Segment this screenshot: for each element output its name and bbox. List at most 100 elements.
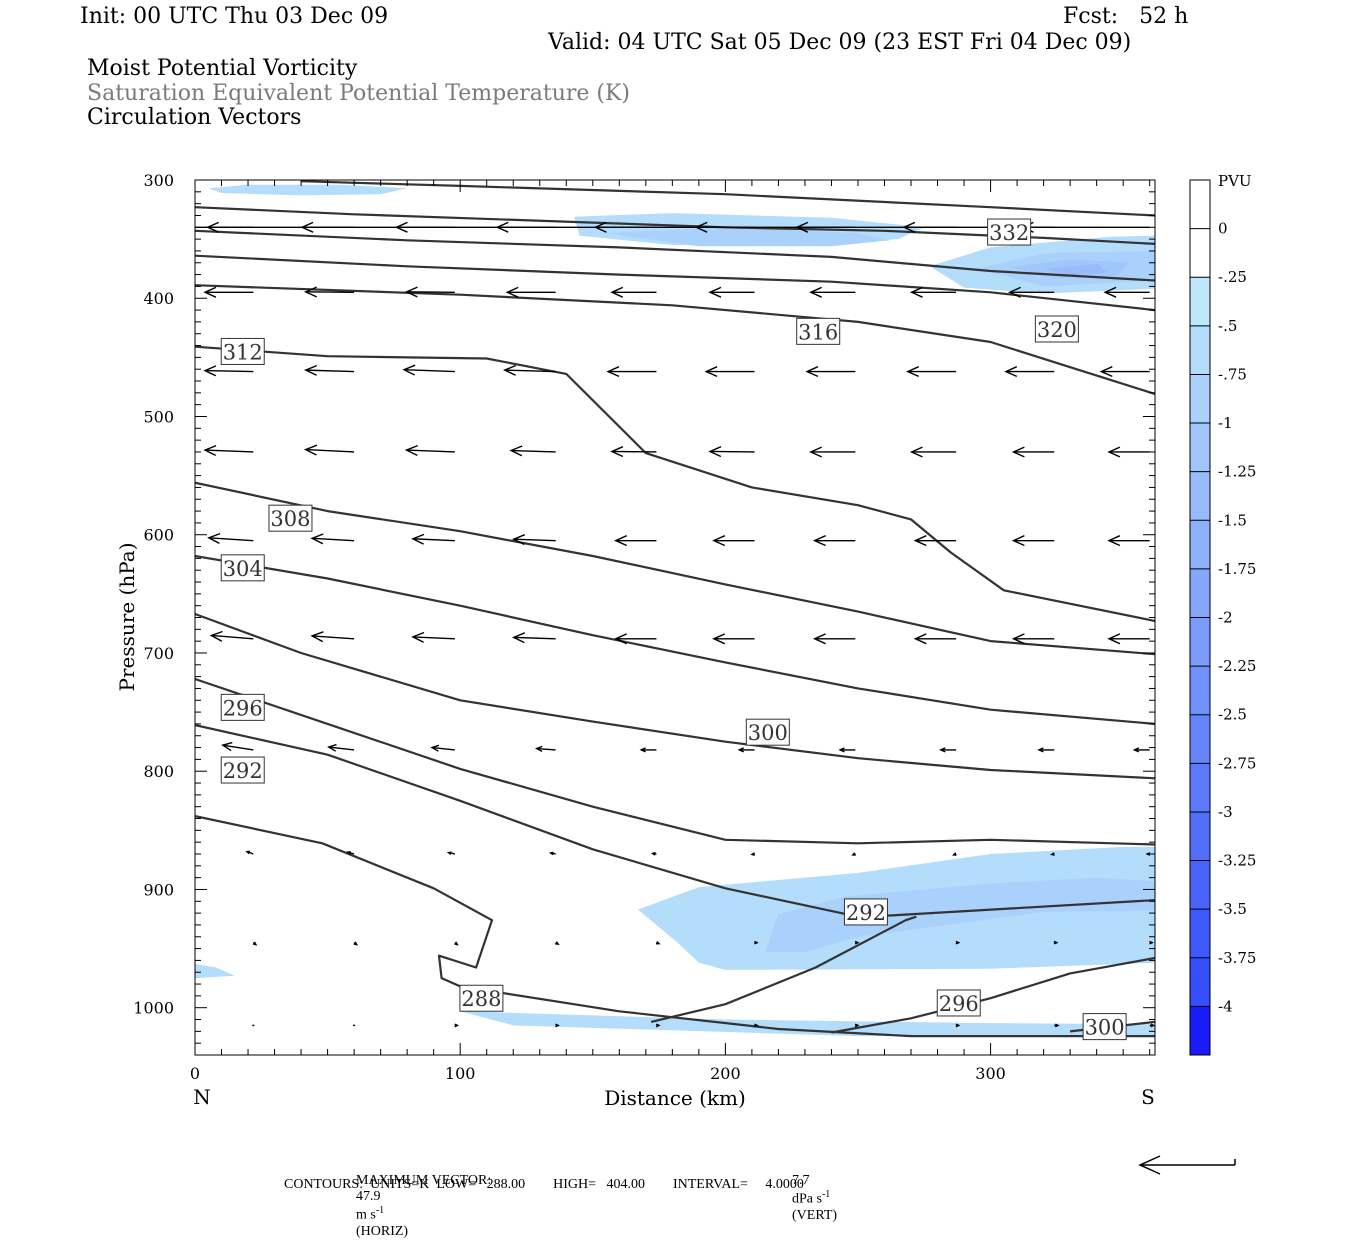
circulation-vector	[714, 536, 755, 546]
circulation-vector	[205, 366, 253, 376]
y-tick-label: 500	[143, 407, 174, 426]
contour-label-300: 300	[748, 721, 788, 745]
circulation-vector	[537, 746, 556, 751]
circulation-vector	[205, 287, 253, 297]
y-tick-label: 400	[143, 289, 174, 308]
circulation-vector	[714, 634, 755, 644]
circulation-vector	[407, 446, 455, 456]
colorbar-level-label: 0	[1218, 220, 1228, 238]
colorbar-level-label: -2.75	[1218, 754, 1256, 772]
circulation-vector	[616, 536, 657, 546]
circulation-vector	[1006, 367, 1054, 377]
circulation-vector	[404, 365, 455, 375]
colorbar-swatch	[1190, 763, 1210, 812]
colorbar-swatch	[1190, 618, 1210, 667]
colorbar-level-label: -3.25	[1218, 852, 1256, 870]
colorbar-level-label: -4	[1218, 997, 1233, 1015]
circulation-vector	[656, 942, 659, 944]
y-tick-label: 1000	[133, 999, 174, 1018]
colorbar-level-label: -2	[1218, 609, 1233, 627]
y-tick-label: 600	[143, 526, 174, 545]
colorbar-level-label: -.5	[1218, 317, 1237, 335]
colorbar-level-label: -3	[1218, 803, 1233, 821]
circulation-vector	[514, 633, 556, 643]
circulation-vector	[710, 287, 755, 297]
circulation-vector	[306, 366, 354, 376]
colorbar-swatch	[1190, 909, 1210, 958]
colorbar-swatch	[1190, 569, 1210, 618]
y-tick-label: 900	[143, 880, 174, 899]
x-tick-label: 100	[445, 1064, 476, 1083]
y-tick-label: 800	[143, 762, 174, 781]
circulation-vector	[555, 942, 558, 944]
contour-label-292: 292	[846, 901, 886, 925]
circulation-vector	[1109, 634, 1150, 644]
plot-root: Init: 00 UTC Thu 03 Dec 09 Fcst: 52 h Va…	[0, 0, 1350, 1200]
circulation-vector	[641, 748, 656, 752]
colorbar-unit-label: PVU	[1218, 172, 1252, 190]
circulation-vector	[811, 447, 856, 457]
circulation-vector	[1039, 748, 1054, 752]
circulation-vector	[253, 942, 256, 945]
circulation-vector	[840, 748, 855, 752]
colorbar-swatch	[1190, 520, 1210, 569]
circulation-vector	[511, 446, 556, 456]
circulation-vector	[1054, 941, 1057, 944]
circulation-vector	[1150, 941, 1153, 944]
circulation-vector	[855, 1024, 858, 1027]
circulation-vector	[354, 942, 357, 945]
theta-contour-308	[195, 483, 1155, 655]
colorbar-swatch	[1190, 715, 1210, 764]
circulation-vector	[739, 748, 754, 752]
colorbar-level-label: -3.5	[1218, 900, 1247, 918]
circulation-vector	[306, 445, 354, 455]
colorbar-level-label: -2.25	[1218, 657, 1256, 675]
circulation-vector	[608, 367, 656, 377]
max-vector-line: MAXIMUM VECTOR: 47.9 m s-1 (HORIZ)	[342, 1157, 491, 1256]
cross-section-chart: 332320316312308304300296292288292296300 …	[0, 0, 1350, 1200]
colorbar-level-label: -.25	[1218, 268, 1247, 286]
circulation-vector	[653, 853, 657, 856]
x-axis-label: Distance (km)	[604, 1086, 746, 1110]
circulation-vector	[306, 287, 354, 297]
reference-vector-icon	[1140, 1156, 1235, 1174]
circulation-vector	[1013, 634, 1054, 644]
contour-label-320: 320	[1037, 318, 1077, 342]
colorbar-swatch	[1190, 958, 1210, 1007]
colorbar-level-label: -2.5	[1218, 706, 1247, 724]
contour-label-312: 312	[223, 340, 263, 364]
circulation-vector	[1109, 447, 1150, 457]
circulation-vector	[811, 287, 856, 297]
colorbar-level-label: -.75	[1218, 365, 1247, 383]
colorbar-swatch	[1190, 472, 1210, 521]
circulation-vector	[551, 852, 556, 854]
circulation-vector	[1109, 536, 1150, 546]
theta-contour-296	[195, 679, 1155, 845]
circulation-vector	[956, 941, 959, 944]
colorbar-swatch	[1190, 423, 1210, 472]
circulation-vector	[754, 941, 757, 944]
vert-tag: (VERT)	[792, 1208, 837, 1223]
colorbar-swatch	[1190, 326, 1210, 375]
contour-label-304: 304	[223, 557, 263, 581]
circulation-vector	[407, 287, 455, 297]
horiz-unit: m s	[356, 1208, 376, 1223]
circulation-vector	[205, 446, 253, 456]
x-tick-label: 300	[975, 1064, 1006, 1083]
circulation-vector	[706, 367, 754, 377]
left-end-label: N	[193, 1085, 211, 1109]
circulation-vector	[455, 1024, 458, 1027]
y-tick-label: 700	[143, 644, 174, 663]
circulation-vector	[616, 634, 657, 644]
mpv-region	[195, 964, 235, 978]
circulation-vector	[455, 942, 458, 945]
y-axis-label: Pressure (hPa)	[115, 543, 139, 692]
circulation-vector	[908, 367, 956, 377]
colorbar-swatch	[1190, 277, 1210, 326]
x-tick-label: 0	[190, 1064, 200, 1083]
colorbar-swatch	[1190, 861, 1210, 910]
colorbar-swatch	[1190, 180, 1210, 229]
circulation-vector	[1022, 222, 1149, 232]
circulation-vector	[348, 852, 354, 854]
theta-contour-328	[301, 181, 1155, 215]
